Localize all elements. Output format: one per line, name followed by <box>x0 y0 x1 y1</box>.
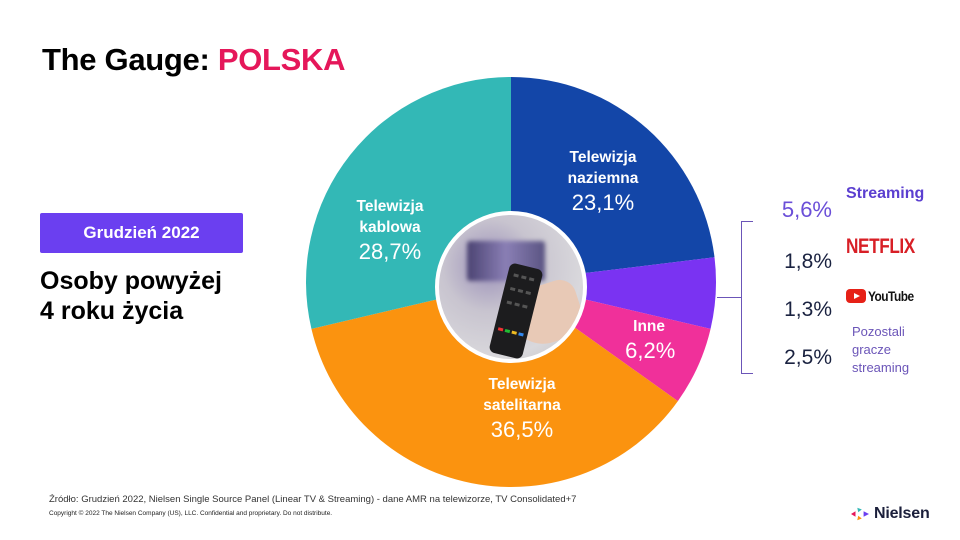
slice-label-kablowa: Telewizja kablowa 28,7% <box>356 198 424 264</box>
slice-label-inne: Inne 6,2% <box>625 318 676 363</box>
nielsen-logo: Nielsen <box>851 505 930 523</box>
slice-label-naziemna: Telewizja naziemna 23,1% <box>567 149 639 215</box>
youtube-pct: 1,3% <box>784 298 832 321</box>
pie-slice-streaming <box>511 257 717 329</box>
period-badge: Grudzień 2022 <box>40 213 243 253</box>
streaming-bracket <box>741 221 753 374</box>
slice-label-satelitarna: Telewizja satelitarna 36,5% <box>483 376 561 442</box>
bracket-connector <box>717 297 741 298</box>
streaming-total-pct: 5,6% <box>781 197 832 222</box>
pie-slice-telewizja-satelitarna <box>311 282 678 487</box>
copyright-note: Copyright © 2022 The Nielsen Company (US… <box>49 510 333 517</box>
source-note: Źródło: Grudzień 2022, Nielsen Single So… <box>49 494 577 505</box>
nielsen-mark-icon <box>851 507 869 521</box>
youtube-play-icon <box>846 289 866 303</box>
tv-remote-photo <box>435 211 587 363</box>
others-pct: 2,5% <box>784 346 832 369</box>
youtube-logo: YouTube <box>846 288 922 304</box>
netflix-pct: 1,8% <box>784 250 832 273</box>
country-label: POLSKA <box>217 42 346 77</box>
others-label: Pozostali gracze streaming <box>852 324 910 375</box>
page-title: The Gauge: POLSKA <box>42 42 346 77</box>
audience-label: Osoby powyżej 4 roku życia <box>40 267 222 325</box>
streaming-heading: Streaming <box>846 185 925 202</box>
netflix-logo: NETFLIX <box>846 235 915 258</box>
